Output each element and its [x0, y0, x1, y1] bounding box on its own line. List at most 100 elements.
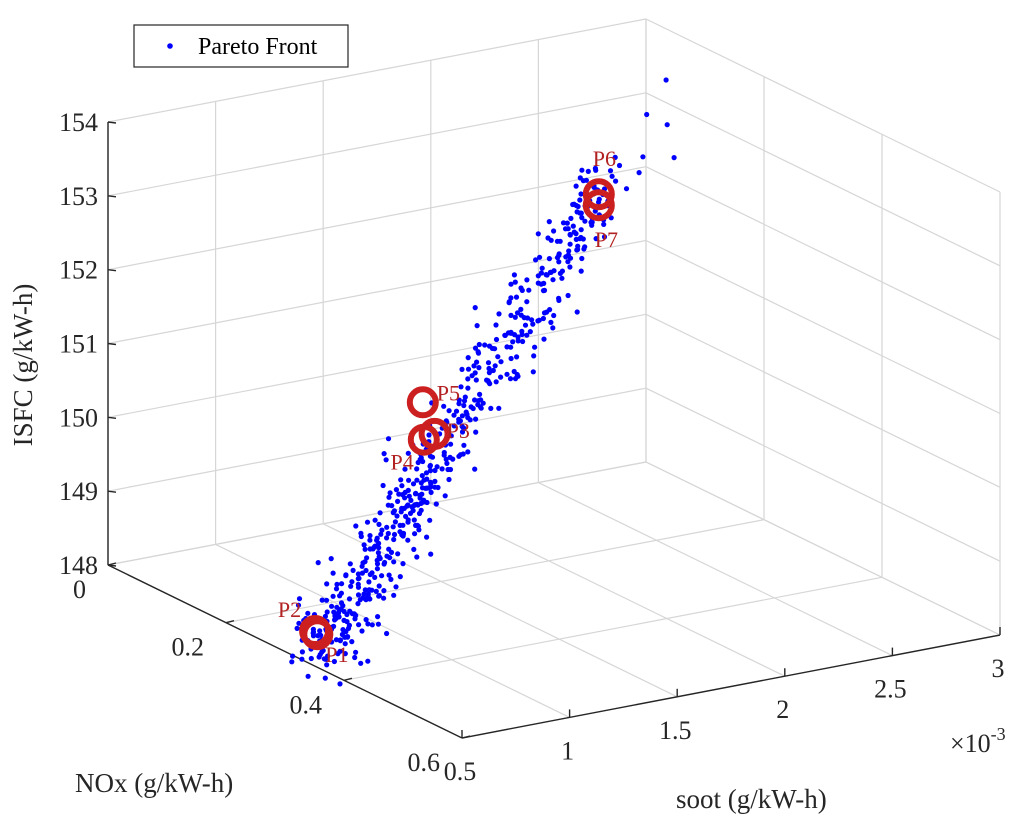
scatter-point — [577, 197, 583, 203]
scatter-point — [546, 256, 553, 262]
scatter-point — [441, 403, 447, 409]
scatter-point — [439, 466, 445, 472]
scatter-point — [496, 311, 502, 317]
scatter-point — [371, 544, 377, 550]
scatter-point — [530, 321, 536, 327]
scatter-point — [352, 612, 358, 619]
y-tick-label: 0.4 — [290, 690, 323, 719]
scatter-point — [405, 487, 411, 493]
scatter-point — [310, 630, 316, 636]
scatter-point — [363, 617, 369, 623]
scatter-point — [560, 220, 567, 226]
scatter-point — [388, 549, 395, 556]
scatter-point — [531, 353, 537, 359]
highlight-label: P4 — [391, 450, 414, 475]
scatter-point — [419, 473, 425, 479]
scatter-point — [476, 341, 482, 348]
z-tick-label: 149 — [59, 477, 98, 506]
scatter-point — [405, 537, 411, 543]
highlight-marker — [299, 615, 332, 647]
scatter-point — [524, 332, 530, 338]
scatter-point — [465, 355, 471, 361]
x-axis-exponent-power: -3 — [991, 724, 1006, 744]
highlight-marker — [582, 189, 615, 222]
scatter-point — [451, 412, 457, 418]
z-tick-mark — [107, 342, 117, 346]
scatter-point — [367, 571, 373, 578]
scatter-point — [380, 482, 386, 489]
scatter-point — [459, 429, 466, 435]
scatter-point — [519, 328, 525, 334]
scatter-point — [322, 675, 328, 681]
scatter-point — [355, 592, 362, 598]
scatter-point — [532, 344, 538, 350]
scatter-point — [386, 572, 392, 578]
scatter-point — [369, 587, 375, 593]
scatter-point — [456, 453, 462, 459]
scatter-point — [400, 561, 406, 567]
scatter-point — [458, 384, 464, 390]
scatter-point — [391, 536, 397, 543]
scatter-point — [296, 596, 303, 602]
x-tick-label: 2 — [776, 695, 789, 724]
scatter-point — [524, 299, 530, 305]
scatter-point — [394, 513, 400, 519]
grid-line — [645, 166, 1001, 341]
scatter-point — [324, 662, 330, 668]
scatter-point — [535, 273, 541, 279]
scatter-point — [480, 400, 486, 406]
scatter-points — [289, 77, 677, 687]
scatter-point — [486, 370, 492, 376]
scatter-point — [462, 394, 468, 400]
scatter-point — [492, 363, 498, 369]
scatter-point — [472, 370, 478, 376]
scatter-point — [367, 537, 373, 543]
scatter-point — [535, 280, 541, 286]
scatter-point — [423, 470, 430, 476]
scatter-point — [526, 287, 532, 293]
scatter-point — [636, 170, 642, 176]
scatter-point — [398, 477, 404, 483]
scatter-point — [539, 265, 545, 271]
scatter-point — [664, 122, 670, 128]
scatter-point — [564, 220, 570, 226]
scatter-point — [361, 591, 367, 597]
scatter-point — [392, 519, 398, 525]
scatter-point — [363, 567, 369, 574]
scatter-point — [427, 468, 434, 474]
scatter-point — [578, 191, 584, 197]
scatter-point — [375, 621, 381, 627]
z-tick-mark — [107, 490, 117, 493]
scatter-point — [415, 459, 421, 466]
scatter-point — [575, 203, 581, 210]
scatter-point — [475, 350, 482, 356]
scatter-point — [416, 510, 423, 517]
scatter-point — [369, 622, 375, 628]
scatter-point — [544, 272, 550, 278]
scatter-point — [573, 231, 579, 237]
scatter-point — [512, 314, 518, 320]
scatter-point — [507, 376, 514, 382]
scatter-point — [289, 659, 295, 665]
x-axis-line — [461, 634, 1001, 739]
scatter-point — [441, 449, 447, 456]
scatter-point — [290, 653, 296, 659]
scatter-point — [344, 634, 351, 640]
scatter-point — [574, 247, 580, 253]
scatter-point — [330, 593, 336, 599]
scatter-point — [409, 504, 415, 510]
y-tick-label: 0.2 — [172, 633, 205, 662]
scatter-point — [324, 609, 330, 615]
scatter-point — [508, 355, 514, 362]
scatter-point — [547, 307, 553, 313]
scatter-point — [408, 497, 414, 503]
scatter-point — [453, 408, 460, 414]
legend-label: Pareto Front — [198, 34, 318, 60]
scatter-point — [588, 219, 594, 225]
y-tick-mark — [107, 562, 117, 566]
scatter-point — [551, 228, 557, 234]
scatter-point — [428, 551, 434, 557]
scatter-point — [640, 154, 646, 160]
scatter-point — [377, 555, 383, 562]
